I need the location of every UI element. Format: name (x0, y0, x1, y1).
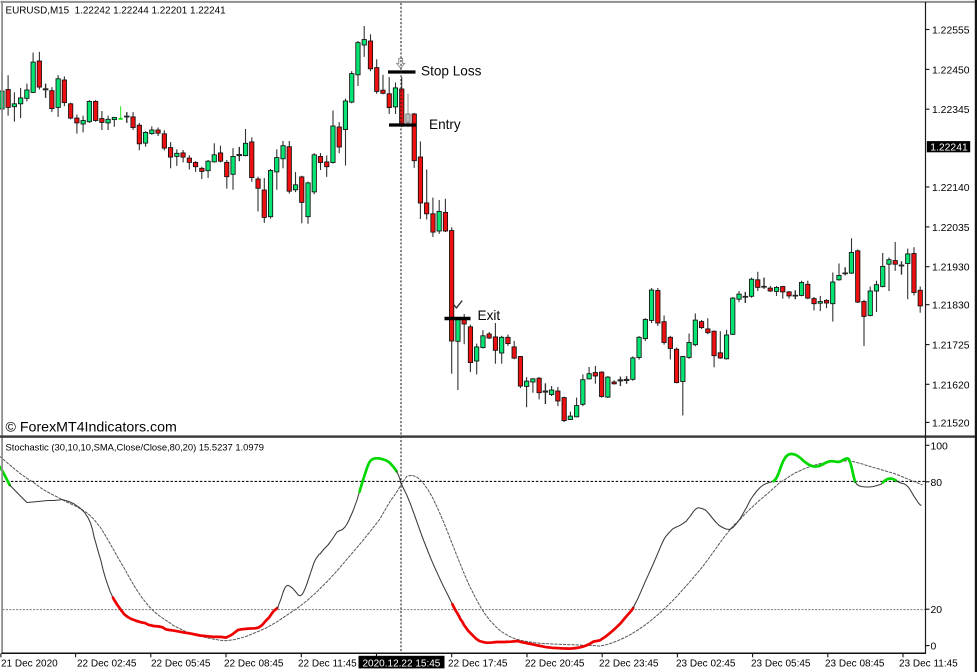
svg-text:1.21930: 1.21930 (932, 263, 970, 274)
svg-text:1.21620: 1.21620 (932, 380, 970, 391)
svg-text:22 Dec 17:45: 22 Dec 17:45 (448, 658, 508, 669)
svg-text:1.22345: 1.22345 (932, 105, 970, 116)
svg-text:Exit: Exit (478, 308, 501, 323)
svg-text:Stochastic (30,10,10,SMA,Close: Stochastic (30,10,10,SMA,Close/Close,80,… (6, 442, 265, 453)
svg-text:1.22241: 1.22241 (930, 143, 968, 154)
svg-text:© ForexMT4Indicators.com: © ForexMT4Indicators.com (6, 420, 177, 436)
svg-text:23 Dec 05:45: 23 Dec 05:45 (751, 658, 811, 669)
svg-text:23 Dec 08:45: 23 Dec 08:45 (825, 658, 885, 669)
svg-text:23 Dec 11:45: 23 Dec 11:45 (899, 658, 958, 669)
svg-text:1.21725: 1.21725 (932, 341, 970, 352)
svg-text:22 Dec 08:45: 22 Dec 08:45 (224, 658, 284, 669)
svg-text:1.22140: 1.22140 (932, 183, 970, 194)
svg-text:22 Dec 05:45: 22 Dec 05:45 (151, 658, 211, 669)
svg-text:100: 100 (931, 441, 949, 452)
svg-text:1.22450: 1.22450 (932, 65, 970, 76)
svg-text:80: 80 (931, 478, 943, 489)
svg-text:Entry: Entry (429, 117, 461, 132)
svg-text:1.21520: 1.21520 (932, 418, 970, 429)
svg-text:1.22035: 1.22035 (932, 223, 970, 234)
svg-text:23 Dec 02:45: 23 Dec 02:45 (676, 658, 736, 669)
svg-text:1.22555: 1.22555 (932, 26, 970, 37)
svg-text:21 Dec 2020: 21 Dec 2020 (1, 658, 58, 669)
svg-text:22 Dec 20:45: 22 Dec 20:45 (525, 658, 585, 669)
svg-text:0: 0 (931, 642, 937, 653)
svg-text:EURUSD,M15 1.22242 1.22244 1.: EURUSD,M15 1.22242 1.22244 1.22201 1.222… (6, 6, 227, 17)
svg-text:22 Dec 11:45: 22 Dec 11:45 (298, 658, 357, 669)
svg-text:22 Dec 23:45: 22 Dec 23:45 (599, 658, 659, 669)
svg-text:20: 20 (931, 605, 943, 616)
svg-text:Stop Loss: Stop Loss (421, 64, 482, 79)
svg-text:1.21830: 1.21830 (932, 301, 970, 312)
svg-text:22 Dec 02:45: 22 Dec 02:45 (77, 658, 137, 669)
svg-text:2020.12.22 15:45: 2020.12.22 15:45 (363, 659, 441, 670)
